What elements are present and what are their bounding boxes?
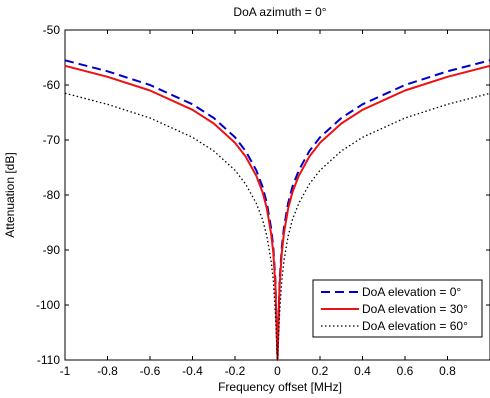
y-axis-title: Attenuation [dB] — [3, 152, 17, 237]
x-tick-label: -0.6 — [140, 364, 161, 378]
legend-label-2: DoA elevation = 60° — [362, 319, 468, 333]
x-tick-label: -0.2 — [225, 364, 246, 378]
chart-title: DoA azimuth = 0° — [233, 5, 326, 19]
y-tick-label: -50 — [43, 23, 61, 37]
y-tick-label: -60 — [43, 78, 61, 92]
legend: DoA elevation = 0° DoA elevation = 30° DoA… — [312, 279, 483, 338]
y-tick-label: -80 — [43, 188, 61, 202]
y-tick-label: -110 — [37, 353, 60, 367]
x-tick-label: 0.2 — [312, 364, 329, 378]
y-tick-label: -100 — [36, 298, 60, 312]
x-tick-label: 0.8 — [439, 364, 456, 378]
x-tick-label: -1 — [60, 364, 71, 378]
data-series — [64, 59, 490, 361]
x-tick-label: 0.4 — [354, 364, 371, 378]
series-line-1 — [64, 64, 490, 361]
axis-ticks: -1 -0.8 -0.6 -0.4 -0.2 0 0.2 0.4 0.6 0.8 -50 -60 -70… — [36, 23, 490, 378]
series-line-2 — [64, 92, 490, 361]
y-tick-label: -70 — [43, 133, 61, 147]
x-tick-label: 0.6 — [397, 364, 414, 378]
legend-label-1: DoA elevation = 30° — [362, 302, 468, 316]
x-tick-label: -0.8 — [97, 364, 118, 378]
x-tick-label: -0.4 — [182, 364, 203, 378]
y-tick-label: -90 — [43, 243, 61, 257]
x-axis-title: Frequency offset [MHz] — [218, 380, 342, 394]
x-tick-label: 0 — [274, 364, 281, 378]
legend-label-0: DoA elevation = 0° — [362, 285, 461, 299]
